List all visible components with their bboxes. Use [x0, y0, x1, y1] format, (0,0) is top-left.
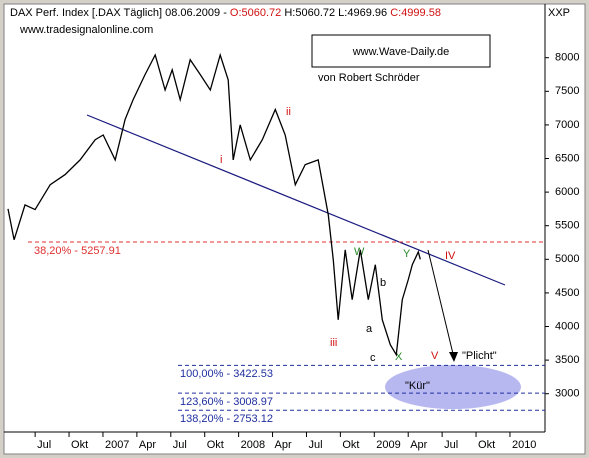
x-tick-label: Okt	[342, 439, 359, 451]
x-tick-label: Okt	[478, 439, 495, 451]
wave-label: IV	[445, 250, 456, 262]
wave-label: "Kür"	[405, 380, 430, 392]
y-tick-label: 6000	[555, 186, 579, 198]
x-tick-label: Jul	[37, 439, 51, 451]
y-tick-label: 8000	[555, 52, 579, 64]
wave-label: b	[380, 277, 386, 289]
wave-label: c	[370, 352, 376, 364]
y-tick-label: 6500	[555, 152, 579, 164]
chart-title: www.Wave-Daily.de	[352, 46, 450, 58]
source: www.tradesignalonline.com	[19, 24, 153, 36]
y-tick-label: 7500	[555, 85, 579, 97]
header-close: C:4999.58	[390, 7, 441, 19]
arrow-head	[449, 352, 458, 362]
x-tick-label: 2007	[105, 439, 129, 451]
level-label: 100,00% - 3422.53	[180, 368, 273, 380]
arrow	[427, 249, 455, 359]
wave-label: a	[366, 323, 373, 335]
x-tick-label: Jul	[308, 439, 322, 451]
header-high-low: H:5060.72 L:4969.96	[284, 7, 387, 19]
level-label: 138,20% - 2753.12	[180, 413, 273, 425]
y-tick-label: 3500	[555, 354, 579, 366]
axis-code: XXP	[548, 7, 570, 19]
y-tick-label: 4000	[555, 320, 579, 332]
target-zone	[385, 365, 521, 409]
x-tick-label: Jul	[173, 439, 187, 451]
x-tick-label: Apr	[139, 439, 156, 451]
x-tick-label: 2008	[241, 439, 265, 451]
y-tick-label: 7000	[555, 119, 579, 131]
wave-label: iii	[330, 337, 337, 349]
y-tick-label: 3000	[555, 388, 579, 400]
y-tick-label: 4500	[555, 287, 579, 299]
wave-label: X	[395, 351, 403, 363]
x-tick-label: 2010	[512, 439, 536, 451]
level-label: 123,60% - 3008.97	[180, 396, 273, 408]
x-tick-label: Okt	[71, 439, 88, 451]
level-label: 38,20% - 5257.91	[34, 245, 121, 257]
wave-label: Y	[403, 248, 411, 260]
header: DAX Perf. Index [.DAX Täglich] 08.06.200…	[10, 7, 441, 19]
y-tick-label: 5000	[555, 253, 579, 265]
x-tick-label: 2009	[376, 439, 400, 451]
trend-line	[86, 114, 506, 286]
x-tick-label: Jul	[444, 439, 458, 451]
x-tick-label: Apr	[275, 439, 292, 451]
x-tick-label: Apr	[410, 439, 427, 451]
wave-label: V	[431, 350, 439, 362]
header-instrument: DAX Perf. Index [.DAX Täglich] 08.06.200…	[10, 7, 227, 19]
wave-label: i	[220, 154, 222, 166]
y-tick-label: 5500	[555, 220, 579, 232]
title-box	[311, 34, 491, 68]
header-open: O:5060.72	[230, 7, 281, 19]
wave-label: "Plicht"	[462, 350, 497, 362]
x-tick-label: Okt	[207, 439, 224, 451]
subtitle: von Robert Schröder	[318, 72, 420, 84]
price-line	[7, 52, 421, 357]
wave-label: ii	[286, 106, 291, 118]
